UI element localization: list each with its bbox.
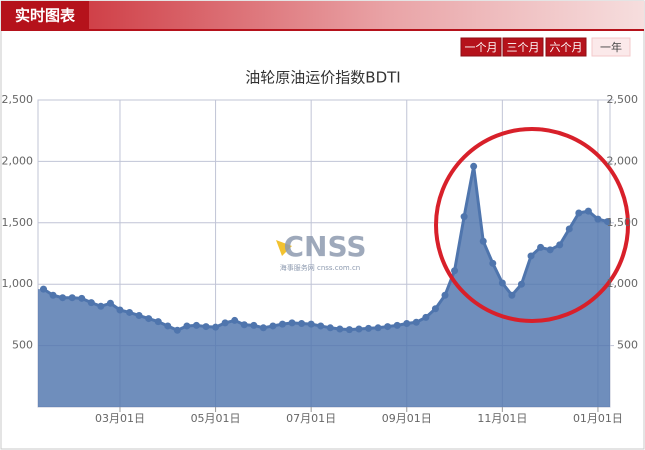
y2-tick-label: 1,000	[607, 277, 639, 290]
point	[202, 323, 210, 331]
point	[221, 319, 229, 327]
point	[393, 321, 401, 329]
point	[78, 294, 86, 302]
point	[479, 237, 487, 245]
point	[498, 279, 506, 287]
point	[527, 252, 535, 260]
area	[38, 166, 610, 407]
point	[441, 291, 449, 299]
point	[126, 308, 134, 316]
y-tick-label: 2,000	[2, 154, 34, 167]
point	[135, 312, 143, 320]
y-tick-label: 500	[12, 339, 33, 352]
point	[307, 320, 315, 328]
point	[384, 323, 392, 331]
point	[68, 294, 76, 302]
point	[59, 294, 67, 302]
point	[336, 325, 344, 333]
point	[584, 207, 592, 215]
point	[412, 318, 420, 326]
x-tick-label: 05月01日	[191, 412, 241, 425]
point	[546, 246, 554, 254]
point	[489, 259, 497, 267]
range-button[interactable]	[460, 37, 502, 57]
point	[192, 321, 200, 329]
logo-caption: 海事服务网 cnss.com.cn	[280, 263, 361, 272]
header-bar	[1, 1, 644, 29]
point	[403, 319, 411, 327]
point	[460, 213, 468, 221]
y-tick-label: 1,000	[2, 277, 34, 290]
range-button-label[interactable]: 一个月	[465, 41, 498, 54]
chart-title: 油轮原油运价指数BDTI	[245, 69, 400, 87]
point	[240, 321, 248, 329]
range-button[interactable]	[591, 37, 631, 57]
range-button[interactable]	[502, 37, 544, 57]
point	[259, 324, 267, 332]
point	[116, 306, 124, 314]
highlight-circle	[434, 127, 630, 323]
point	[604, 218, 611, 226]
point	[231, 316, 239, 324]
point	[355, 325, 363, 333]
point	[537, 243, 545, 251]
x-tick-label: 09月01日	[382, 412, 432, 425]
point	[508, 291, 516, 299]
y-tick-label: 2,500	[2, 93, 34, 106]
point	[154, 318, 162, 326]
point	[106, 299, 114, 307]
x-tick-label: 01月01日	[573, 412, 623, 425]
point	[212, 323, 220, 331]
y-tick-label: 1,500	[2, 216, 34, 229]
x-tick-label: 11月01日	[477, 412, 527, 425]
point	[575, 209, 583, 217]
y2-tick-label: 1,500	[607, 216, 639, 229]
point	[40, 285, 47, 293]
y2-tick-label: 2,000	[607, 154, 639, 167]
point	[49, 291, 57, 299]
x-tick-label: 03月01日	[95, 412, 145, 425]
range-button-label[interactable]: 六个月	[550, 41, 583, 54]
range-button-label[interactable]: 三个月	[507, 41, 540, 54]
y2-tick-label: 2,500	[607, 93, 639, 106]
range-button[interactable]	[545, 37, 587, 57]
point	[594, 215, 602, 223]
point	[173, 326, 181, 334]
header-tab	[1, 1, 89, 29]
point	[431, 305, 439, 313]
point	[365, 324, 373, 332]
point	[517, 280, 525, 288]
y2-tick-label: 500	[617, 339, 638, 352]
x-tick-label: 07月01日	[286, 412, 336, 425]
point	[164, 322, 172, 330]
logo-text: CNSS	[283, 230, 366, 263]
point	[298, 319, 306, 327]
point	[183, 322, 191, 330]
point	[451, 267, 459, 275]
point	[278, 320, 286, 328]
point	[556, 241, 564, 249]
point	[345, 326, 353, 334]
point	[250, 321, 258, 329]
point	[145, 315, 153, 323]
point	[97, 302, 105, 310]
header-title: 实时图表	[15, 7, 76, 25]
point	[326, 324, 334, 332]
point	[87, 299, 95, 307]
point	[565, 225, 573, 233]
point	[422, 313, 430, 321]
range-button-label[interactable]: 一年	[600, 40, 622, 54]
watermark: CNSS 海事服务网 cnss.com.cn	[276, 230, 367, 272]
logo-arrow	[276, 240, 292, 256]
point	[374, 324, 382, 332]
point	[288, 319, 296, 327]
point	[317, 322, 325, 330]
point	[269, 322, 277, 330]
point	[470, 162, 478, 170]
